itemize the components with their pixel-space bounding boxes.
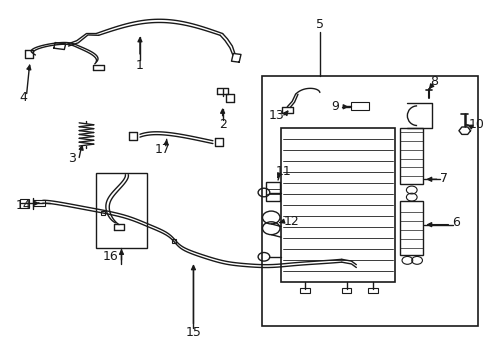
Text: 8: 8 xyxy=(429,75,437,88)
Text: 13: 13 xyxy=(268,109,284,122)
Bar xyxy=(368,288,377,293)
Bar xyxy=(351,103,368,111)
Text: 6: 6 xyxy=(451,216,459,229)
Text: 5: 5 xyxy=(315,18,323,31)
Bar xyxy=(300,288,309,293)
Text: 17: 17 xyxy=(155,144,170,157)
Text: 15: 15 xyxy=(185,326,201,339)
Bar xyxy=(96,173,147,248)
Text: 4: 4 xyxy=(20,91,27,104)
Bar xyxy=(261,76,477,327)
Text: 12: 12 xyxy=(283,215,299,228)
Bar xyxy=(281,128,394,282)
Text: 11: 11 xyxy=(275,165,291,177)
Text: 9: 9 xyxy=(331,100,339,113)
Text: 14: 14 xyxy=(15,198,31,212)
Text: 16: 16 xyxy=(102,250,119,263)
Bar xyxy=(341,288,351,293)
Text: 2: 2 xyxy=(218,118,226,131)
Bar xyxy=(266,182,279,202)
Bar xyxy=(399,202,423,255)
Text: 3: 3 xyxy=(68,152,76,165)
Bar xyxy=(399,128,423,184)
Text: 10: 10 xyxy=(468,118,484,131)
Text: 7: 7 xyxy=(439,172,447,185)
Text: 1: 1 xyxy=(136,59,143,72)
Bar xyxy=(33,201,45,206)
Bar xyxy=(20,199,29,207)
